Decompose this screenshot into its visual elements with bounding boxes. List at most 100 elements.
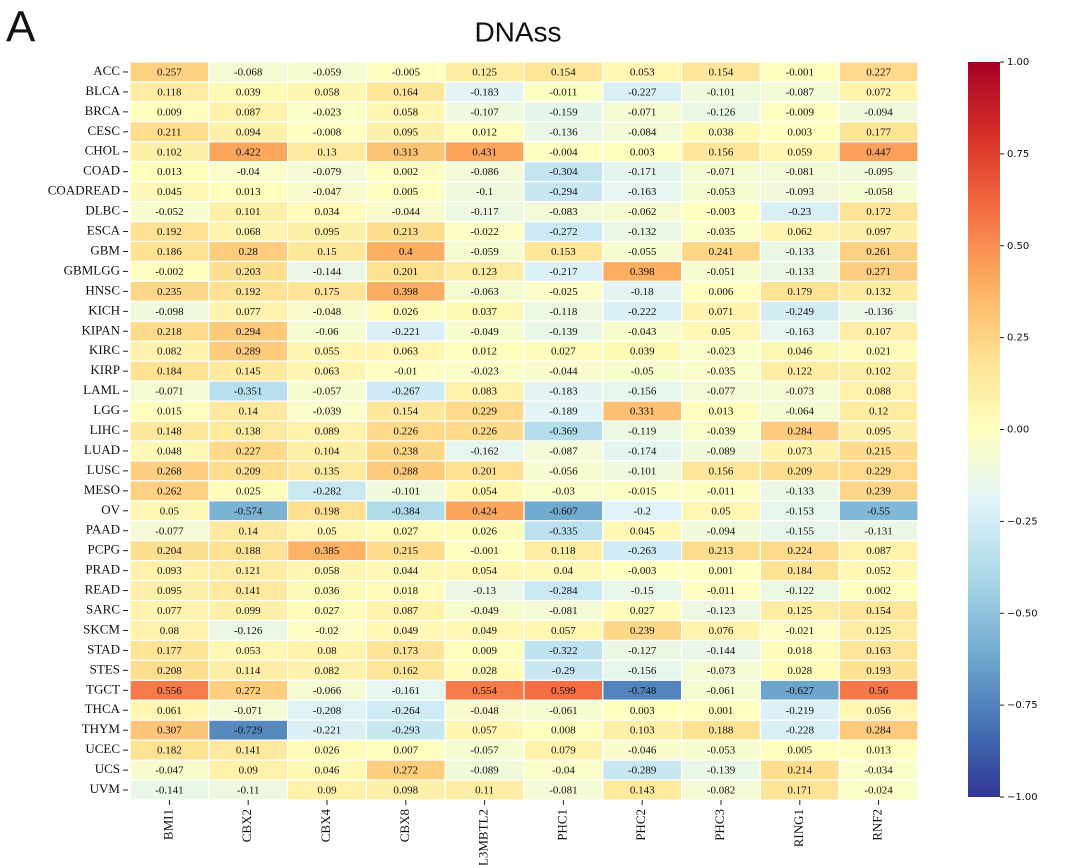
cell-label: -0.004 (549, 146, 578, 158)
cell-label: -0.139 (549, 326, 578, 338)
y-tick-label: LUSC (87, 462, 120, 477)
cell-label: 0.186 (157, 246, 182, 258)
cell-label: 0.123 (472, 266, 497, 278)
cell-label: -0.003 (707, 206, 736, 218)
cell-label: 0.154 (709, 67, 734, 79)
cell-label: 0.005 (393, 186, 418, 198)
cell-label: 0.211 (157, 126, 181, 138)
cell-label: -0.095 (864, 166, 893, 178)
cell-label: 0.227 (236, 445, 261, 457)
cell-label: 0.154 (393, 406, 418, 418)
cell-label: 0.125 (866, 625, 891, 637)
cell-label: -0.064 (786, 406, 815, 418)
cell-label: 0.13 (317, 146, 337, 158)
cell-label: -0.119 (628, 426, 657, 438)
cell-label: 0.087 (393, 605, 418, 617)
cell-label: 0.028 (472, 665, 497, 677)
cell-label: 0.001 (709, 565, 734, 577)
cell-label: 0.192 (157, 226, 182, 238)
cell-label: -0.049 (470, 605, 499, 617)
cell-label: -0.153 (786, 505, 815, 517)
cell-label: 0.027 (393, 525, 418, 537)
cell-label: 0.072 (866, 86, 891, 98)
cell-label: -0.023 (313, 106, 342, 118)
cell-label: 0.013 (236, 186, 261, 198)
cell-label: -0.118 (549, 306, 578, 318)
cell-label: -0.077 (707, 386, 736, 398)
cell-label: 0.288 (393, 465, 418, 477)
cell-label: 0.027 (630, 605, 655, 617)
cell-label: -0.082 (707, 785, 735, 797)
cell-label: -0.071 (155, 386, 183, 398)
cell-label: -0.071 (707, 166, 735, 178)
cell-label: 0.054 (472, 485, 497, 497)
cell-label: -0.001 (470, 545, 498, 557)
y-tick-label: BRCA (85, 103, 121, 118)
cell-label: 0.095 (393, 126, 418, 138)
cell-label: 0.214 (787, 765, 812, 777)
cell-label: 0.013 (709, 406, 734, 418)
y-tick-label: STAD (87, 641, 120, 656)
cell-label: 0.173 (393, 645, 418, 657)
cell-label: 0.013 (866, 745, 891, 757)
cell-label: -0.126 (707, 106, 736, 118)
cell-label: -0.073 (707, 665, 736, 677)
cell-label: 0.198 (315, 505, 340, 517)
cell-label: -0.131 (864, 525, 892, 537)
panel-label: A (6, 3, 36, 52)
cell-label: -0.035 (707, 366, 736, 378)
cell-label: 0.077 (157, 605, 182, 617)
cell-label: 0.257 (157, 67, 182, 79)
cell-label: -0.144 (707, 645, 736, 657)
cell-label: 0.289 (236, 346, 261, 358)
cell-label: -0.03 (552, 485, 575, 497)
cell-label: -0.18 (631, 286, 654, 298)
cell-label: 0.138 (236, 426, 261, 438)
cell-label: 0.215 (866, 445, 891, 457)
cell-label: -0.122 (786, 585, 814, 597)
cell-label: -0.05 (631, 366, 654, 378)
y-tick-label: GBM (90, 242, 120, 257)
cell-label: 0.087 (866, 545, 891, 557)
cell-label: 0.262 (157, 485, 182, 497)
y-tick-label: STES (90, 661, 120, 676)
cell-label: 0.118 (551, 545, 576, 557)
cell-label: 0.238 (393, 445, 418, 457)
cell-label: -0.155 (786, 525, 815, 537)
cell-label: 0.313 (393, 146, 418, 158)
cell-label: -0.02 (316, 625, 339, 637)
y-tick-label: KIRC (89, 342, 120, 357)
cell-label: -0.079 (313, 166, 342, 178)
cell-label: 0.034 (315, 206, 340, 218)
cell-label: -0.107 (470, 106, 499, 118)
cell-label: -0.263 (628, 545, 657, 557)
cell-label: 0.063 (393, 346, 418, 358)
cell-label: 0.226 (393, 426, 418, 438)
cell-label: 0.114 (236, 665, 261, 677)
cell-label: -0.217 (549, 266, 578, 278)
cell-label: 0.177 (866, 126, 891, 138)
cell-label: 0.048 (157, 445, 182, 457)
cell-label: 0.013 (157, 166, 182, 178)
cell-label: 0.177 (157, 645, 182, 657)
cell-label: 0.171 (787, 785, 812, 797)
cell-label: -0.086 (470, 166, 499, 178)
cell-label: 0.058 (315, 86, 340, 98)
cell-label: 0.145 (236, 366, 261, 378)
cell-label: -0.063 (470, 286, 499, 298)
cell-label: -0.061 (549, 705, 577, 717)
cell-label: 0.4 (399, 246, 413, 258)
cell-label: -0.294 (549, 186, 578, 198)
cell-label: 0.56 (869, 685, 889, 697)
cell-label: -0.161 (392, 685, 420, 697)
cell-label: 0.003 (787, 126, 812, 138)
cell-label: 0.226 (472, 426, 497, 438)
cell-label: 0.05 (160, 505, 180, 517)
cell-label: 0.026 (393, 306, 418, 318)
cell-label: -0.044 (549, 366, 578, 378)
cell-label: -0.034 (864, 765, 893, 777)
cell-label: 0.14 (239, 406, 259, 418)
y-tick-label: SARC (86, 601, 120, 616)
cell-label: 0.164 (393, 86, 418, 98)
cell-label: 0.218 (157, 326, 182, 338)
